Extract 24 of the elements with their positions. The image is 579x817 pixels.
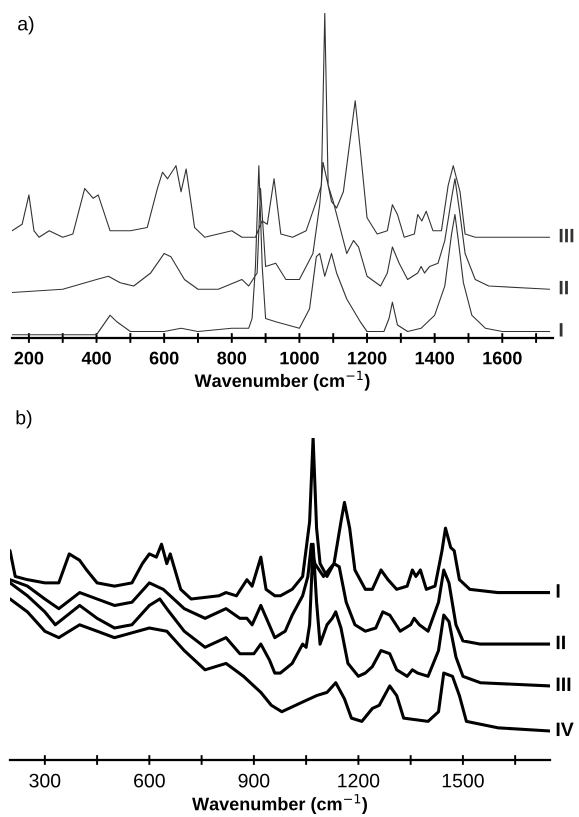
series-label: IV (556, 722, 574, 736)
x-tick-label: 800 (217, 352, 246, 364)
x-tick-label: 1400 (416, 352, 454, 364)
x-tick-label: 1600 (483, 352, 522, 364)
x-tick-label: 1000 (280, 352, 319, 364)
series-label: II (560, 280, 568, 294)
x-tick-label: 200 (14, 352, 44, 364)
x-tick-label: 900 (238, 774, 270, 788)
x-tick-label: 600 (134, 774, 165, 788)
x-tick-label: 300 (29, 774, 60, 788)
chart-title: a) (18, 16, 34, 34)
series-label: II (556, 636, 565, 650)
series-label: III (556, 678, 570, 691)
chart-title: b) (16, 410, 32, 428)
series-label: I (556, 584, 560, 598)
x-tick-label: 600 (150, 352, 178, 364)
series-label: I (560, 323, 563, 337)
x-tick-label: 1200 (348, 352, 386, 364)
x-axis-title: Wavenumber (cm$^{−1}$) (194, 370, 370, 391)
x-tick-label: 400 (82, 352, 111, 364)
x-axis-title: Wavenumber (cm$^{−1}$) (192, 794, 367, 814)
x-tick-label: 1200 (338, 774, 380, 788)
x-tick-label: 1500 (442, 774, 484, 788)
series-label: III (560, 228, 574, 242)
